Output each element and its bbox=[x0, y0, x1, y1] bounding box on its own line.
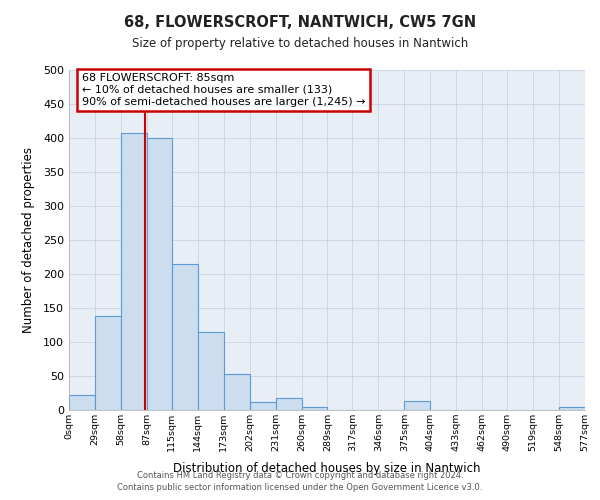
Text: Contains HM Land Registry data © Crown copyright and database right 2024.
Contai: Contains HM Land Registry data © Crown c… bbox=[118, 471, 482, 492]
Bar bbox=[224, 374, 250, 410]
Bar bbox=[69, 395, 95, 410]
Bar bbox=[559, 406, 585, 410]
Bar bbox=[250, 402, 275, 410]
Text: 68 FLOWERSCROFT: 85sqm
← 10% of detached houses are smaller (133)
90% of semi-de: 68 FLOWERSCROFT: 85sqm ← 10% of detached… bbox=[82, 74, 365, 106]
Text: Size of property relative to detached houses in Nantwich: Size of property relative to detached ho… bbox=[132, 38, 468, 51]
Bar bbox=[198, 332, 224, 410]
Bar bbox=[275, 398, 302, 410]
Text: 68, FLOWERSCROFT, NANTWICH, CW5 7GN: 68, FLOWERSCROFT, NANTWICH, CW5 7GN bbox=[124, 15, 476, 30]
Y-axis label: Number of detached properties: Number of detached properties bbox=[22, 147, 35, 333]
Bar bbox=[404, 401, 430, 410]
Bar bbox=[121, 132, 147, 410]
Bar bbox=[147, 138, 172, 410]
Bar bbox=[302, 406, 328, 410]
X-axis label: Distribution of detached houses by size in Nantwich: Distribution of detached houses by size … bbox=[173, 462, 481, 475]
Bar bbox=[172, 264, 198, 410]
Bar bbox=[95, 316, 121, 410]
